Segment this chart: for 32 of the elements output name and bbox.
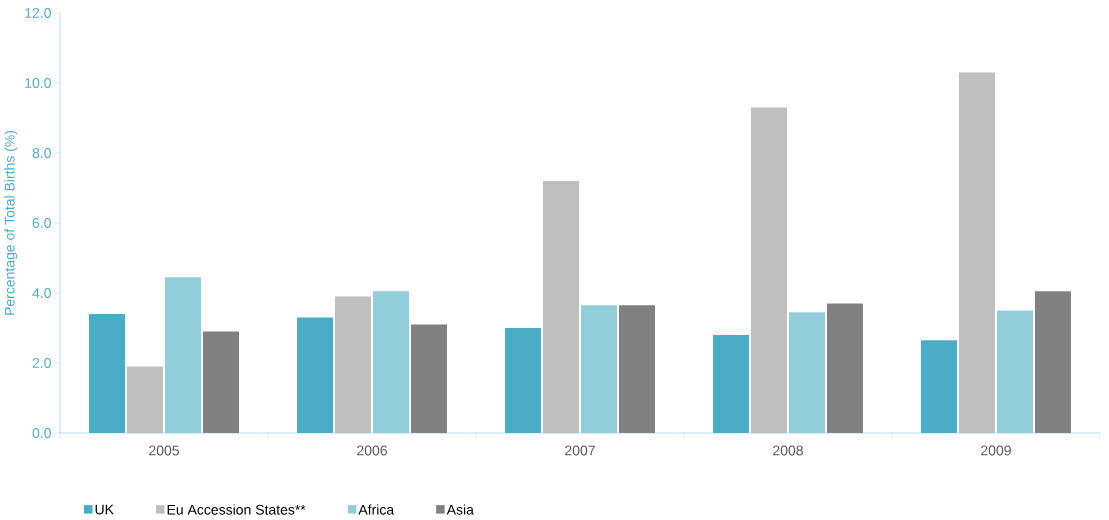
legend-label: Africa: [358, 504, 395, 515]
x-tick-label: 2009: [981, 445, 1011, 456]
bar: [165, 277, 201, 433]
legend-label: Asia: [446, 504, 474, 515]
x-tick-label: 2006: [357, 445, 387, 456]
legend-label: Eu Accession States**: [167, 504, 306, 515]
bar: [203, 331, 239, 433]
bar: [826, 303, 863, 433]
legend-label: UK: [95, 504, 114, 515]
x-tick-label: 2008: [773, 445, 803, 456]
bar: [618, 305, 655, 433]
bar: [996, 310, 1033, 433]
bar: [958, 72, 995, 433]
y-tick-label: 4.0: [32, 288, 51, 298]
y-tick-label: 10.0: [25, 78, 51, 88]
bar: [542, 180, 579, 433]
bar: [750, 107, 787, 433]
y-tick-label: 8.0: [32, 148, 51, 158]
bar: [372, 291, 409, 433]
bar: [127, 366, 164, 433]
y-tick-label: 6.0: [32, 218, 51, 228]
y-tick-label: 2.0: [32, 358, 51, 368]
bar: [335, 296, 371, 433]
bar: [580, 305, 617, 433]
x-tick-label: 2005: [149, 445, 179, 456]
x-tick-label: 2007: [565, 445, 595, 456]
bar: [1034, 291, 1071, 433]
y-tick-label: 0.0: [32, 428, 51, 438]
y-tick-label: 12.0: [25, 8, 51, 18]
bar: [410, 324, 447, 433]
bar: [788, 312, 825, 433]
y-axis-title: Percentage of Total Births (%): [4, 130, 18, 315]
